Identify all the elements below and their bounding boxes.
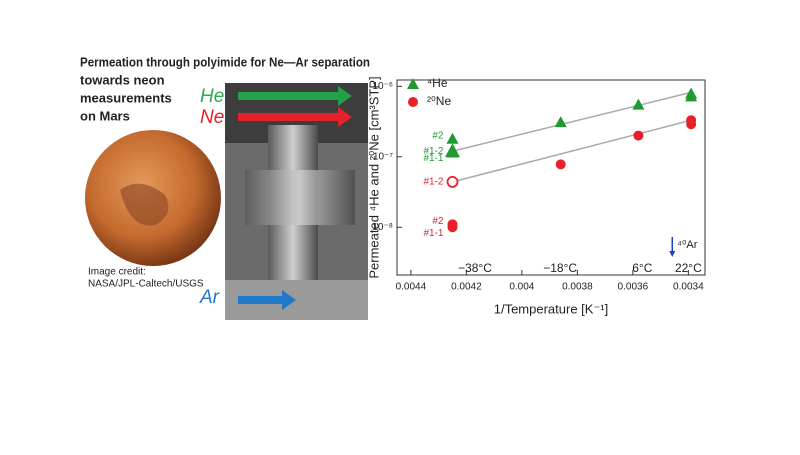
gas-label: Ar: [199, 287, 220, 308]
data-point: [446, 176, 459, 188]
y-tick-label: 10⁻⁷: [373, 151, 393, 162]
y-tick-label: 10⁻⁸: [372, 222, 393, 233]
gas-label: Ne: [200, 107, 224, 128]
data-point: [447, 222, 458, 233]
ar-arrowhead: [669, 251, 676, 257]
fit-line: [452, 119, 692, 183]
legend-label: ⁴He: [427, 76, 448, 90]
temperature-label: 22°C: [675, 261, 702, 275]
data-point: [554, 116, 567, 128]
x-tick-label: 0.0034: [673, 282, 704, 293]
legend-marker: [407, 78, 419, 89]
slide-subtitle: towards neon: [80, 72, 165, 87]
arrow-ar: [238, 290, 296, 310]
mars-feature: [120, 183, 169, 226]
slide-subtitle: on Mars: [80, 108, 130, 123]
x-tick-label: 0.0036: [618, 282, 649, 293]
fit-line: [452, 91, 692, 152]
y-axis-label: Permeated ⁴He and ²⁰Ne [cm³STP]: [366, 76, 381, 278]
image-credit: Image credit:: [88, 267, 146, 278]
gas-label: He: [200, 86, 224, 107]
legend-marker: [408, 97, 418, 107]
tube: [245, 170, 355, 225]
image-credit: NASA/JPL-Caltech/USGS: [88, 279, 204, 290]
arrow-he: [238, 86, 352, 106]
point-label: #2: [432, 130, 444, 141]
point-label: #1-1: [423, 153, 443, 164]
temperature-label: −38°C: [458, 261, 492, 275]
x-tick-label: 0.0038: [562, 282, 593, 293]
x-tick-label: 0.0044: [396, 282, 427, 293]
data-point: [685, 90, 698, 102]
x-tick-label: 0.004: [509, 282, 534, 293]
data-point: [555, 159, 566, 170]
ar-label: ⁴⁰Ar: [677, 239, 697, 251]
point-label: #1-1: [423, 228, 443, 239]
slide-title: Permeation through polyimide for Ne—Ar s…: [80, 54, 370, 69]
temperature-label: −18°C: [543, 261, 577, 275]
temperature-label: 6°C: [632, 261, 652, 275]
data-point: [446, 132, 459, 144]
legend-label: ²⁰Ne: [427, 94, 451, 108]
data-point: [686, 119, 697, 130]
arrow-ne: [238, 107, 352, 127]
point-label: #1-2: [423, 146, 443, 157]
point-label: #1-2: [423, 177, 443, 188]
x-tick-label: 0.0042: [451, 282, 482, 293]
x-axis-label: 1/Temperature [K⁻¹]: [494, 301, 609, 316]
y-tick-label: 10⁻⁶: [372, 81, 393, 92]
data-point: [633, 130, 644, 141]
data-point: [446, 146, 459, 158]
data-point: [632, 98, 645, 110]
slide-subtitle: measurements: [80, 90, 172, 105]
plot-frame: [396, 79, 706, 276]
point-label: #2: [432, 216, 444, 227]
